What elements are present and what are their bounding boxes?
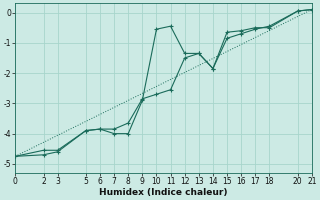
X-axis label: Humidex (Indice chaleur): Humidex (Indice chaleur) <box>99 188 228 197</box>
